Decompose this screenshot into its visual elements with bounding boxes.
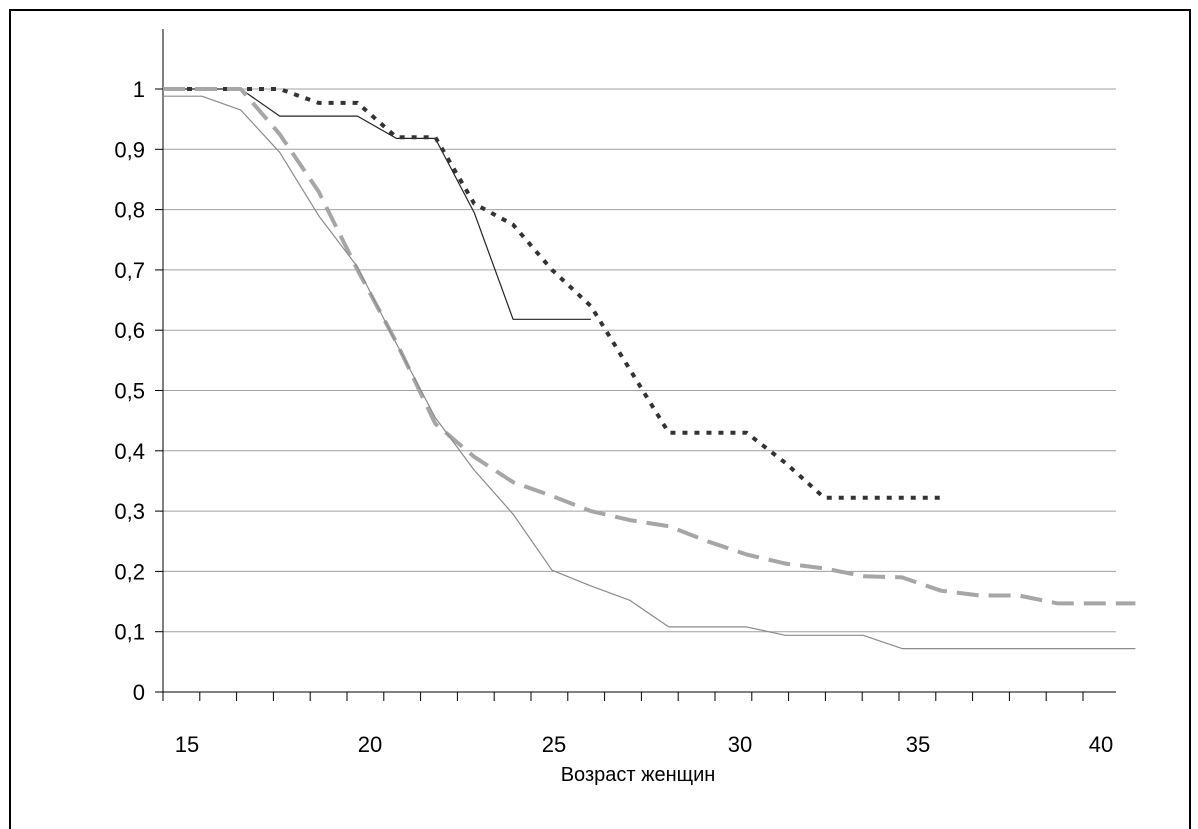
x-tick-label: 40 [1089,732,1113,757]
axes [155,29,1116,701]
series-lines [163,87,1136,650]
y-tick-label: 0,6 [114,318,145,343]
series-line-1 [163,88,591,320]
y-tick-label: 0,2 [114,559,145,584]
y-tick-label: 1 [133,77,145,102]
series-line-2 [163,87,941,500]
y-tick-label: 0,3 [114,499,145,524]
x-tick-label: 25 [542,732,566,757]
tick-labels: 0 0,1 0,2 0,3 0,4 0,5 0,6 0,7 0,8 0,9 1 15 20 25 30 35 4… [114,77,1113,757]
x-axis-title: Возраст женщин [561,764,716,786]
y-tick-label: 0,5 [114,379,145,404]
x-tick-label: 30 [728,732,752,757]
grid-lines [163,88,1116,633]
y-tick-label: 0,9 [114,137,145,162]
y-tick-label: 0 [133,680,145,705]
x-tick-label: 20 [358,732,382,757]
y-tick-label: 0,7 [114,258,145,283]
y-tick-label: 0,1 [114,620,145,645]
y-tick-label: 0,8 [114,198,145,223]
x-tick-label: 15 [175,732,199,757]
series-line-3 [163,87,1136,606]
x-tick-label: 35 [906,732,930,757]
y-tick-label: 0,4 [114,439,145,464]
series-line-4 [163,95,1136,650]
